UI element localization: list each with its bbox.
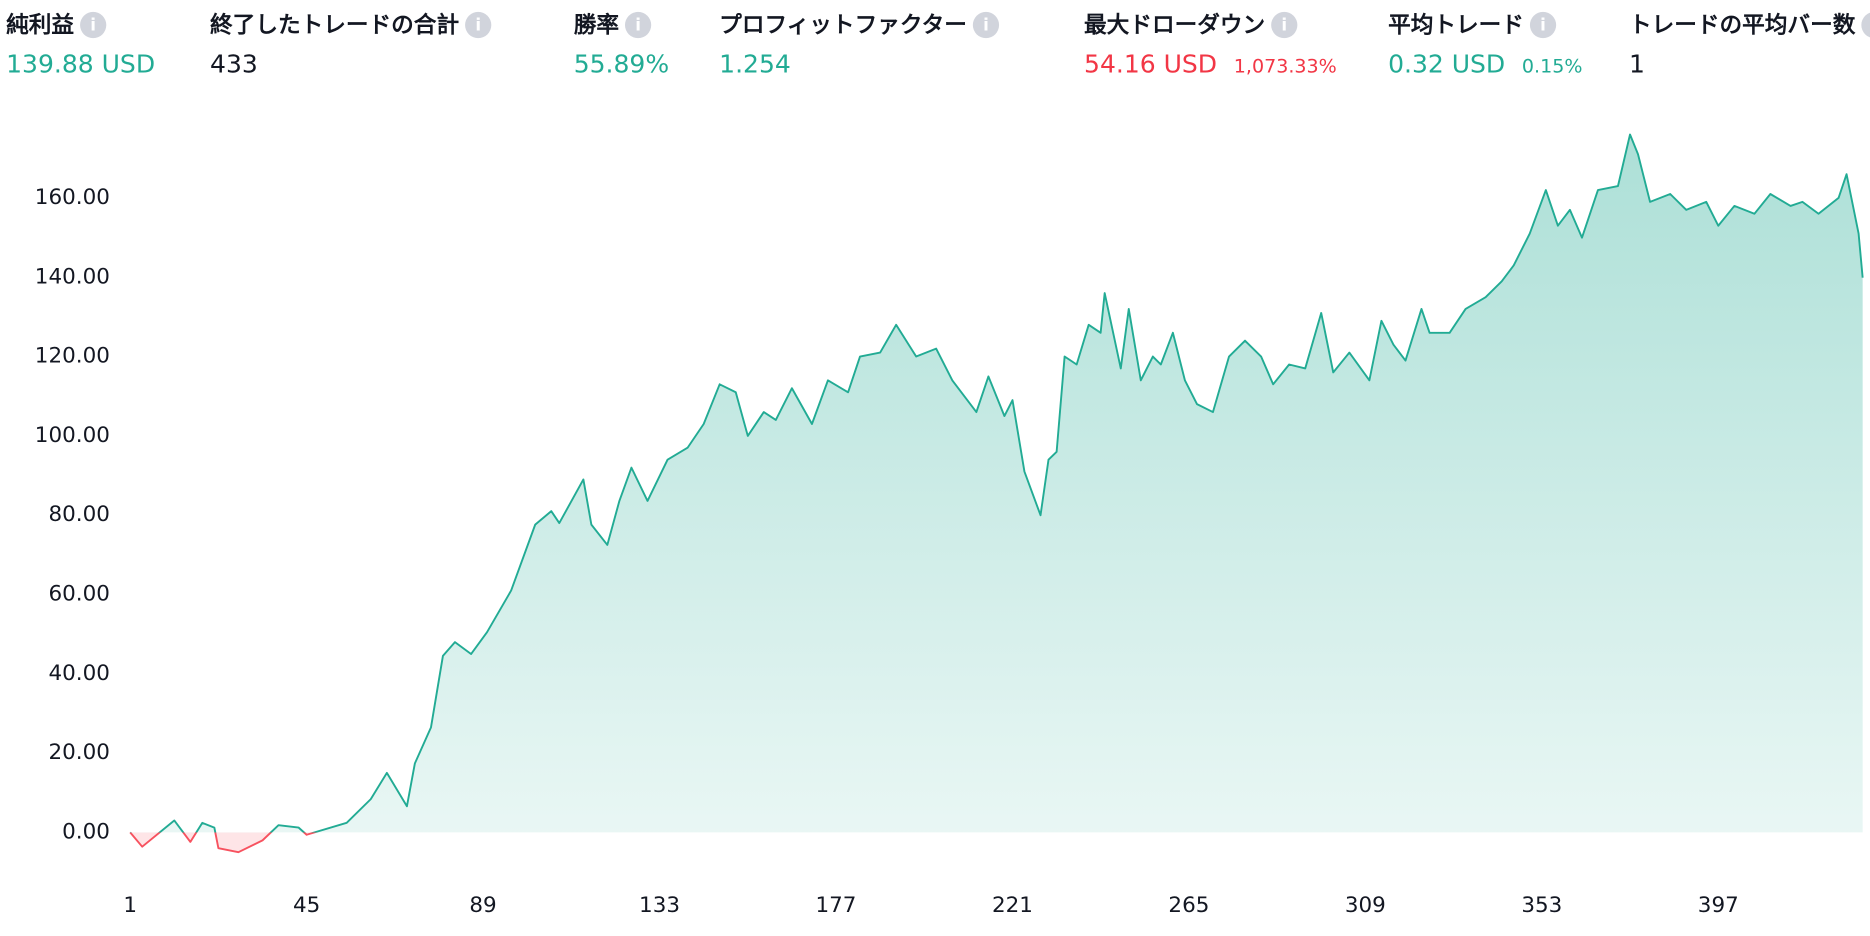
x-tick-label: 265	[1168, 893, 1209, 918]
equity-line	[129, 133, 1864, 854]
y-tick-label: 20.00	[48, 740, 109, 765]
stat-value: 0.32 USD	[1388, 50, 1505, 79]
stat-percent: 1,073.33%	[1234, 55, 1337, 77]
x-tick-label: 221	[992, 893, 1033, 918]
info-icon	[624, 11, 652, 39]
stat-value: 1	[1629, 50, 1645, 79]
stat-label: 終了したトレードの合計	[210, 12, 459, 39]
stat-percent: 0.15%	[1522, 55, 1583, 77]
info-icon	[1529, 11, 1557, 39]
y-tick-label: 40.00	[48, 661, 109, 686]
x-tick-label: 353	[1521, 893, 1562, 918]
info-icon	[972, 11, 1000, 39]
info-icon	[1271, 11, 1298, 39]
y-tick-label: 80.00	[48, 502, 109, 527]
stat-value: 1.254	[719, 50, 791, 79]
info-icon	[80, 11, 107, 39]
y-tick-label: 60.00	[48, 581, 109, 606]
x-tick-label: 397	[1698, 893, 1739, 918]
info-icon-glyph: i	[635, 16, 641, 35]
stat-label: 最大ドローダウン	[1084, 12, 1265, 39]
x-tick-label: 45	[293, 893, 320, 918]
y-tick-label: 100.00	[35, 423, 110, 448]
info-icon-glyph: i	[1540, 16, 1546, 35]
stat-label: 純利益	[6, 12, 74, 39]
y-tick-label: 120.00	[35, 344, 110, 369]
info-icon-glyph: i	[983, 16, 989, 35]
info-icon	[465, 11, 492, 39]
x-tick-label: 133	[639, 893, 680, 918]
stat-label: トレードの平均バー数	[1629, 12, 1856, 39]
info-icon-glyph: i	[475, 16, 481, 35]
equity-area	[130, 134, 1863, 853]
y-tick-label: 160.00	[35, 185, 110, 210]
stat-label: 勝率	[574, 12, 619, 39]
stat-value: 433	[210, 50, 258, 79]
stat-label: プロフィットファクター	[719, 13, 967, 39]
y-tick-label: 140.00	[35, 264, 110, 289]
x-tick-label: 1	[123, 893, 137, 918]
x-tick-label: 89	[469, 893, 496, 918]
stat-label: 平均トレード	[1388, 12, 1524, 39]
stat-value: 54.16 USD	[1084, 50, 1217, 79]
info-icon-glyph: i	[1281, 16, 1287, 35]
x-tick-label: 309	[1345, 893, 1386, 918]
x-tick-label: 177	[816, 893, 857, 918]
stat-value: 139.88 USD	[6, 50, 155, 79]
stat-value: 55.89%	[574, 50, 669, 79]
info-icon	[1861, 12, 1870, 38]
y-tick-label: 0.00	[62, 819, 110, 844]
info-icon-glyph: i	[90, 16, 96, 35]
